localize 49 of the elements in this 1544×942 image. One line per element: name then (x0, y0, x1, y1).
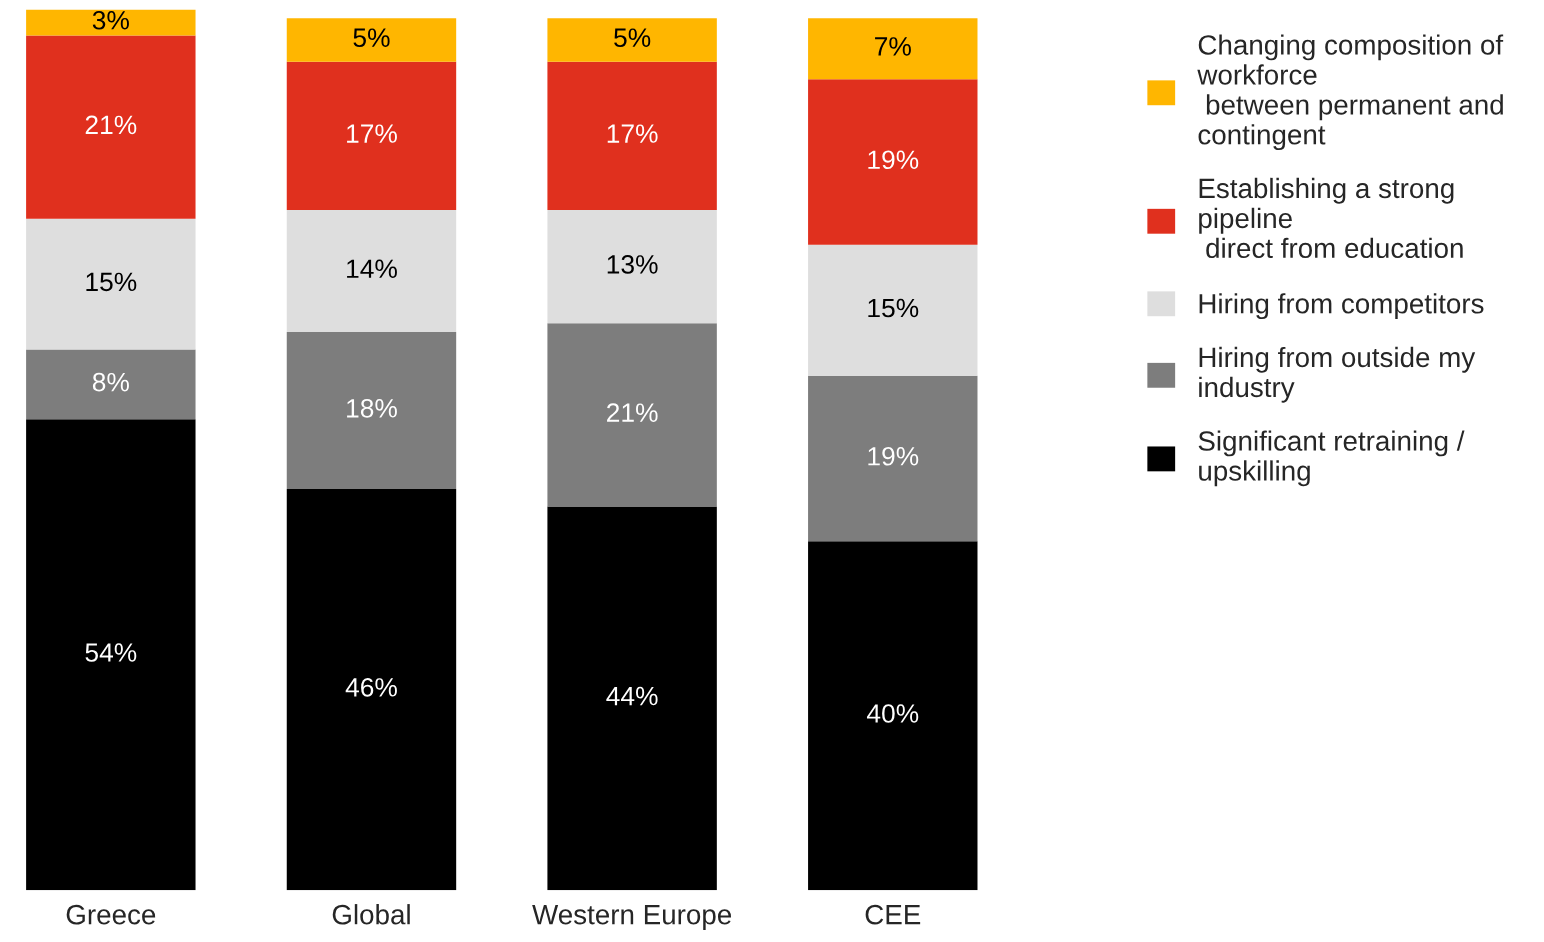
bar (286, 332, 457, 490)
data-label: 21% (85, 115, 137, 135)
data-label: 5% (614, 28, 651, 48)
x-tick-label: Greece (66, 904, 156, 925)
bar (547, 209, 717, 324)
data-label: 54% (85, 643, 137, 662)
data-label: 44% (606, 686, 658, 706)
bar (808, 79, 978, 245)
data-label: 18% (347, 398, 397, 418)
bar (547, 323, 717, 507)
data-label: 15% (868, 298, 919, 318)
x-tick-label: CEE (865, 904, 921, 925)
bar (26, 218, 196, 350)
data-label: 3% (92, 10, 129, 30)
bar (286, 18, 457, 62)
x-tick-label: Western Europe (532, 905, 732, 930)
data-label: 13% (607, 255, 658, 274)
bar (26, 9, 196, 36)
bar (808, 18, 978, 80)
data-label: 8% (92, 372, 129, 392)
bar (26, 349, 196, 420)
data-label: 19% (868, 446, 919, 466)
bar (286, 61, 457, 210)
bar (286, 209, 457, 333)
bar (547, 506, 717, 891)
bar (286, 489, 457, 891)
bar (808, 541, 978, 891)
legend-label: Significant retraining / upskilling (1198, 430, 1465, 487)
data-label: 46% (345, 678, 397, 697)
legend-label: Changing composition of workforce between permanent and contingent (1197, 34, 1504, 151)
bar (547, 61, 717, 210)
legend-label: Hiring from competitors (1199, 293, 1484, 320)
legend-label: Establishing a strong pipeline direct from education (1199, 177, 1463, 259)
x-tick-label: Global (332, 904, 410, 925)
data-label: 40% (866, 704, 919, 723)
bar (808, 244, 978, 376)
data-label: 19% (868, 150, 919, 170)
data-label: 17% (347, 124, 397, 143)
data-label: 21% (607, 403, 658, 422)
data-label: 15% (86, 272, 137, 292)
data-label: 5% (353, 28, 390, 48)
legend-label: Hiring from outside my industry (1199, 346, 1476, 403)
bar (808, 375, 978, 542)
data-label: 7% (875, 37, 911, 56)
bar (26, 419, 196, 891)
data-label: 14% (347, 259, 397, 279)
data-label: 17% (607, 124, 658, 143)
bar (26, 35, 196, 219)
bar (547, 18, 717, 62)
